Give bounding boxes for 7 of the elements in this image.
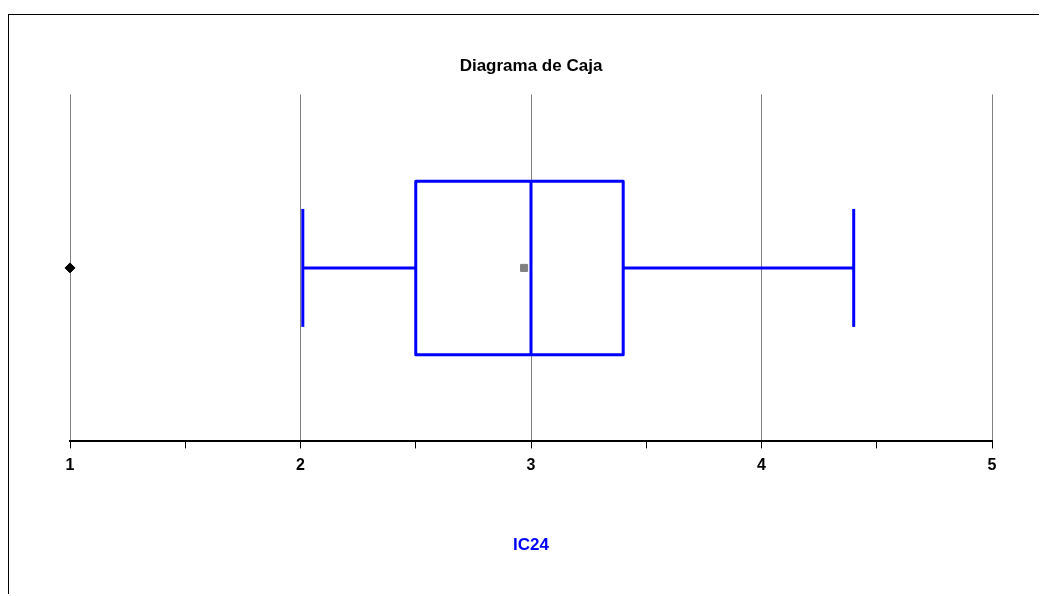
x-tick-label: 1: [65, 456, 75, 474]
x-tick-label: 3: [526, 456, 536, 474]
x-axis-title: IC24: [513, 535, 550, 555]
x-tick-label: 4: [757, 456, 767, 474]
x-tick-label: 5: [987, 456, 997, 474]
chart-title: Diagrama de Caja: [459, 55, 603, 75]
x-tick-label: 2: [296, 456, 306, 474]
